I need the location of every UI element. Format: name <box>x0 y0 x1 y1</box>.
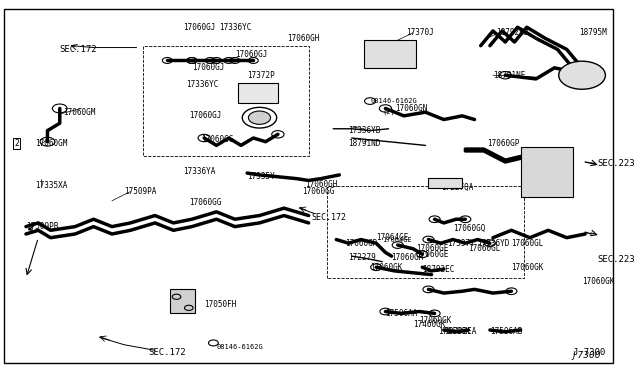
Text: 17060GL: 17060GL <box>511 239 544 248</box>
Text: 17335XA: 17335XA <box>35 182 68 190</box>
Text: 17060GJ: 17060GJ <box>192 63 224 72</box>
Text: 17337Y: 17337Y <box>447 239 475 248</box>
Text: 17506AB: 17506AB <box>490 327 522 336</box>
Text: 17060GJ: 17060GJ <box>182 23 215 32</box>
Text: SEC.172: SEC.172 <box>312 213 347 222</box>
Text: ?: ? <box>255 89 261 99</box>
Bar <box>170 289 195 313</box>
Text: 17060GP: 17060GP <box>487 139 519 148</box>
Text: SEC.223: SEC.223 <box>597 255 635 264</box>
Text: 18792EC: 18792EC <box>422 264 454 273</box>
Text: 17336YB: 17336YB <box>349 126 381 135</box>
Text: 17050FH: 17050FH <box>204 300 237 309</box>
Text: 17335Y: 17335Y <box>247 172 275 181</box>
Circle shape <box>248 111 271 124</box>
Text: 17460GK: 17460GK <box>413 320 445 329</box>
Text: 17370J: 17370J <box>406 28 433 37</box>
Text: 17060GE: 17060GE <box>416 244 449 253</box>
Text: 17336YC: 17336YC <box>186 80 218 89</box>
Bar <box>520 147 573 197</box>
Text: 17060GJ: 17060GJ <box>189 111 221 121</box>
Text: 17064GE: 17064GE <box>376 233 408 242</box>
Text: 08146-6162G: 08146-6162G <box>370 98 417 104</box>
Bar <box>238 83 278 103</box>
Text: 17060GJ: 17060GJ <box>235 51 268 60</box>
Bar <box>364 40 416 68</box>
Bar <box>428 177 462 188</box>
Text: 18791NE: 18791NE <box>493 71 525 80</box>
Text: 17060GN: 17060GN <box>395 104 427 113</box>
Text: 18791ND: 18791ND <box>349 139 381 148</box>
Circle shape <box>559 61 605 89</box>
Text: 17509PA: 17509PA <box>124 187 157 196</box>
Text: 17060GG: 17060GG <box>201 135 234 144</box>
Text: 17060GH: 17060GH <box>305 180 338 189</box>
Text: 17336YC: 17336YC <box>220 23 252 32</box>
Text: 17060GM: 17060GM <box>63 108 95 117</box>
Text: 172279: 172279 <box>349 253 376 263</box>
Text: 17060GG: 17060GG <box>189 198 221 207</box>
Text: 17336YD: 17336YD <box>477 239 510 248</box>
Text: 17060GQ: 17060GQ <box>453 224 485 233</box>
Text: 17060GR: 17060GR <box>392 253 424 263</box>
Text: 2: 2 <box>14 139 19 148</box>
Text: 17064GE: 17064GE <box>382 237 412 243</box>
Text: 17060GG: 17060GG <box>303 187 335 196</box>
Text: J 7300: J 7300 <box>573 348 605 357</box>
Text: 08146-6162G: 08146-6162G <box>216 344 263 350</box>
Text: 17060GL: 17060GL <box>468 244 500 253</box>
Text: 17509PB: 17509PB <box>26 222 58 231</box>
Text: 17506AA: 17506AA <box>385 309 418 318</box>
Text: SEC.172: SEC.172 <box>149 348 186 357</box>
Text: SEC.223: SEC.223 <box>597 159 635 169</box>
Text: 17060GH: 17060GH <box>287 34 319 43</box>
Text: 17227QA: 17227QA <box>441 183 473 192</box>
Text: 17060GK: 17060GK <box>438 327 470 336</box>
Text: 17060GE: 17060GE <box>416 250 449 259</box>
Text: 18792EB: 18792EB <box>496 28 529 37</box>
Text: 17336YA: 17336YA <box>182 167 215 176</box>
Text: 17060GK: 17060GK <box>582 278 614 286</box>
Text: 17060GK: 17060GK <box>370 263 403 272</box>
Text: 17060GK: 17060GK <box>511 263 544 272</box>
Text: 17060GK: 17060GK <box>419 316 452 325</box>
Text: 17372P: 17372P <box>247 71 275 80</box>
Text: 17060GR: 17060GR <box>346 239 378 248</box>
Text: 18795M: 18795M <box>579 28 607 37</box>
Text: 18792EA: 18792EA <box>444 327 476 336</box>
Text: SEC.172: SEC.172 <box>60 45 97 54</box>
Text: J 7300: J 7300 <box>573 351 602 360</box>
Text: (2): (2) <box>382 109 395 115</box>
Text: 17060GM: 17060GM <box>35 139 68 148</box>
